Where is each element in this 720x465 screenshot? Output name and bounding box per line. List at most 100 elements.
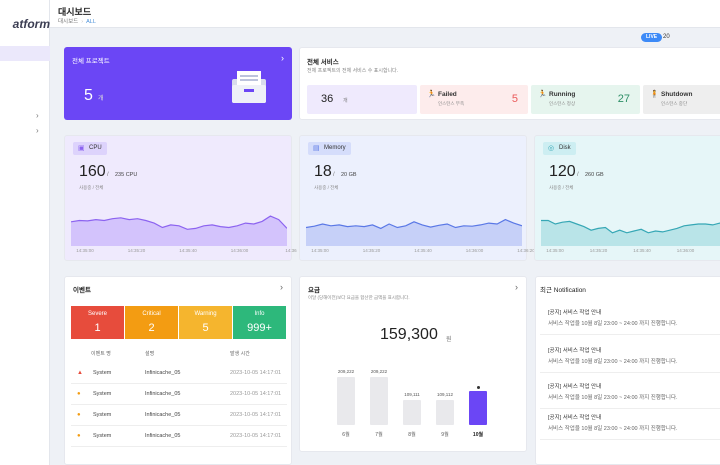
projects-unit: 개: [98, 96, 104, 102]
breadcrumb-item[interactable]: 대시보드: [58, 19, 79, 25]
cpu-total: 235 CPU: [115, 172, 138, 178]
critical-dot-icon: ●: [77, 391, 81, 397]
notification-item-title: [공지] 서비스 작업 안내: [548, 348, 602, 354]
services-total[interactable]: 36 개: [307, 85, 417, 114]
cpu-icon: ▣: [78, 145, 85, 152]
notification-item-body: 서비스 작업을 10월 8일 23:00 ~ 24:00 까지 진행합니다.: [548, 359, 678, 365]
table-row[interactable]: ● System Infinicache_05 2023-10-05 14:17…: [71, 426, 287, 447]
time-tick-label: 14:35:20: [589, 248, 608, 253]
severity-count: 2: [148, 322, 155, 334]
disk-area-chart: [541, 219, 720, 246]
time-tick-label: 14:36:00: [676, 248, 695, 253]
metric-name: CPU: [89, 145, 102, 151]
time-tick-label: 14:35:40: [633, 248, 651, 253]
disk-card[interactable]: ◎ Disk 120 / 260 GB 사용중 / 전체 14:35:00 14:3…: [534, 135, 720, 261]
folder-illustration-icon: [232, 71, 266, 103]
chevron-right-icon[interactable]: ›: [515, 282, 518, 292]
fee-subtitle: 이달 (당해이전)보다 요금을 합산한 금액을 표시합니다.: [308, 295, 410, 300]
status-sub: 인스턴스 정상: [549, 101, 576, 106]
fee-bar[interactable]: [403, 400, 421, 425]
notification-item-title: [공지] 서비스 작업 안내: [548, 384, 602, 390]
fee-title: 요금: [308, 287, 320, 294]
severity-severe[interactable]: Severe 1: [71, 306, 124, 339]
sidebar-chevron-right-icon[interactable]: ›: [36, 111, 39, 120]
notification-item-title: [공지] 서비스 작업 안내: [548, 310, 602, 316]
slash: /: [577, 172, 579, 178]
fee-unit: 원: [446, 337, 452, 343]
fee-bar[interactable]: [337, 377, 355, 425]
sidebar-item-dashboard[interactable]: [0, 46, 50, 61]
cpu-used: 160: [79, 163, 106, 180]
page-title: 대시보드: [58, 7, 92, 17]
live-timestamp: 20: [663, 34, 670, 40]
status-label: Running: [549, 91, 576, 98]
service-status-running[interactable]: 🏃 Running 인스턴스 정상 27: [531, 85, 640, 114]
slash: /: [107, 172, 109, 178]
time-tick-label: 14:35:40: [179, 248, 197, 253]
fee-bar[interactable]: [370, 377, 388, 425]
severity-label: Severe: [87, 311, 107, 317]
time-tick-label: 14:35:00: [546, 248, 564, 253]
severity-count: 1: [94, 322, 101, 334]
events-title: 이벤트: [73, 287, 91, 294]
services-total-count: 36: [321, 93, 334, 105]
table-row[interactable]: ● System Infinicache_05 2023-10-05 14:17…: [71, 405, 287, 426]
critical-dot-icon: ●: [77, 412, 81, 418]
fee-bar-label: 6월: [342, 432, 350, 438]
status-value: 5: [511, 93, 518, 105]
cpu-area-chart: [71, 215, 287, 246]
cpu-area: [71, 216, 287, 246]
fee-amount: 159,300: [380, 326, 438, 343]
fee-bar-value: 109,111: [404, 392, 420, 397]
notification-item[interactable]: [공지] 서비스 작업 안내 서비스 작업을 10월 8일 23:00 ~ 24:…: [540, 379, 720, 409]
severity-info[interactable]: Info 999+: [233, 306, 286, 339]
breadcrumb-item[interactable]: ALL: [86, 19, 96, 25]
cpu-card[interactable]: ▣ CPU 160 / 235 CPU 사용중 / 전체 14:35:00 14:3…: [64, 135, 297, 261]
severity-critical[interactable]: Critical 2: [125, 306, 178, 339]
disk-caption: 사용중 / 전체: [549, 185, 574, 190]
sidebar-chevron-right-icon[interactable]: ›: [36, 126, 39, 135]
fee-bar[interactable]: [436, 400, 454, 425]
metric-name: Memory: [324, 145, 346, 151]
slash: /: [333, 172, 335, 178]
service-status-failed[interactable]: 🏃 Failed 인스턴스 부족 5: [420, 85, 528, 114]
sidebar: atform › ›: [0, 0, 50, 465]
disk-used: 120: [549, 163, 576, 180]
status-label: Shutdown: [661, 91, 693, 98]
notification-item[interactable]: [공지] 서비스 작업 안내 서비스 작업을 10월 8일 23:00 ~ 24:…: [540, 410, 720, 440]
cpu-ticks: 14:35:00 14:35:20 14:35:40 14:36:00 14:36: [65, 248, 297, 256]
memory-chip: ▤ Memory: [308, 142, 351, 155]
memory-total: 20 GB: [341, 172, 357, 178]
notification-title: 최근 Notification: [540, 287, 586, 294]
chevron-right-icon[interactable]: ›: [281, 53, 284, 63]
col-header-name: 이벤트 명: [91, 351, 111, 357]
failed-runner-icon: 🏃: [427, 91, 436, 98]
event-name: System: [93, 433, 112, 439]
time-tick-label: 14:36: [285, 248, 297, 253]
status-sub: 인스턴스 중단: [661, 101, 688, 106]
memory-line: [306, 218, 522, 230]
shutdown-standing-icon: 🧍: [650, 91, 659, 98]
memory-caption: 사용중 / 전체: [314, 185, 339, 190]
table-row[interactable]: ▲ System Infinicache_05 2023-10-05 14:17…: [71, 363, 287, 384]
memory-icon: ▤: [313, 145, 320, 152]
severity-warning[interactable]: Warning 5: [179, 306, 232, 339]
event-name: System: [93, 391, 112, 397]
projects-title: 전체 프로젝트: [72, 58, 110, 65]
memory-ticks: 14:35:00 14:35:20 14:35:40 14:36:00 14:36:20: [300, 248, 535, 256]
running-runner-icon: 🏃: [538, 91, 547, 98]
projects-card[interactable]: 전체 프로젝트 › 5 개: [64, 47, 292, 120]
table-row[interactable]: ● System Infinicache_05 2023-10-05 14:17…: [71, 384, 287, 405]
disk-total: 260 GB: [585, 172, 604, 178]
chevron-right-icon[interactable]: ›: [280, 282, 283, 292]
event-desc: Infinicache_05: [145, 433, 181, 439]
event-name: System: [93, 412, 112, 418]
status-label: Failed: [438, 91, 457, 98]
service-status-shutdown[interactable]: 🧍 Shutdown 인스턴스 중단: [643, 85, 720, 114]
notification-item-body: 서비스 작업을 10월 8일 23:00 ~ 24:00 까지 진행합니다.: [548, 321, 678, 327]
severity-count: 5: [202, 322, 209, 334]
fee-bar[interactable]: [469, 391, 487, 425]
memory-card[interactable]: ▤ Memory 18 / 20 GB 사용중 / 전체 14:35:00 14:3…: [299, 135, 535, 261]
